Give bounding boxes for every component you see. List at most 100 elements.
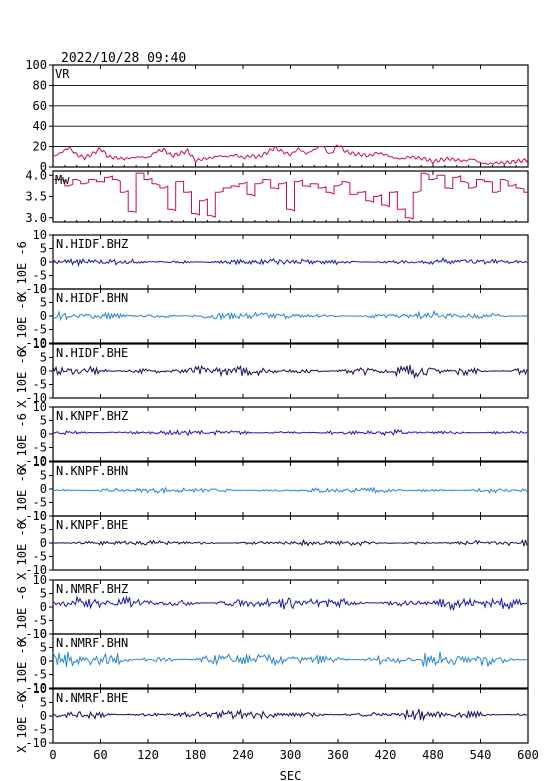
trace-y-axis-label: X 10E -6 [15, 522, 29, 580]
trace-waveform [52, 309, 528, 322]
trace-y-tick-label: -10 [25, 282, 47, 296]
trace-label: N.KNPF.BHE [56, 518, 128, 532]
mw-panel [52, 170, 529, 223]
x-axis-label: SEC [280, 769, 302, 781]
trace-y-axis-label: X 10E -6 [15, 586, 29, 644]
vr-panel-label: VR [55, 67, 70, 81]
trace-y-tick-label: 5 [40, 696, 47, 710]
trace-waveform [52, 364, 528, 380]
mw-y-tick-label: 3.5 [25, 190, 47, 204]
trace-y-axis-label: X 10E -6 [15, 295, 29, 353]
trace-y-tick-label: 0 [40, 309, 47, 323]
vr-y-tick-label: 40 [33, 119, 47, 133]
trace-label: N.NMRF.BHZ [56, 582, 128, 596]
trace-y-axis-label: X 10E -6 [15, 695, 29, 753]
trace-y-tick-label: 0 [40, 536, 47, 550]
trace-y-tick-label: 0 [40, 600, 47, 614]
trace-waveform [52, 708, 528, 722]
trace-y-tick-label: 0 [40, 482, 47, 496]
trace-y-tick-label: 10 [33, 282, 47, 296]
mw-panel-label: Mw [55, 173, 70, 187]
trace-y-tick-label: 5 [40, 523, 47, 537]
vr-y-tick-label: 0 [40, 160, 47, 174]
x-tick-label: 480 [422, 748, 444, 762]
trace-y-tick-label: 10 [33, 682, 47, 696]
trace-label: N.KNPF.BHZ [56, 409, 128, 423]
trace-y-tick-label: 10 [33, 627, 47, 641]
mw-series-line [53, 172, 528, 220]
trace-y-tick-label: -5 [33, 378, 47, 392]
trace-y-tick-label: 10 [33, 509, 47, 523]
trace-y-tick-label: -10 [25, 391, 47, 405]
trace-y-tick-label: 10 [33, 455, 47, 469]
vr-y-tick-label: 80 [33, 78, 47, 92]
trace-label: N.NMRF.BHN [56, 636, 128, 650]
trace-y-tick-label: -5 [33, 614, 47, 628]
trace-y-tick-label: -5 [33, 323, 47, 337]
trace-y-tick-label: 0 [40, 709, 47, 723]
trace-y-tick-label: 0 [40, 364, 47, 378]
trace-y-tick-label: 5 [40, 641, 47, 655]
vr-y-tick-label: 100 [25, 58, 47, 72]
trace-y-tick-label: -10 [25, 736, 47, 750]
x-tick-label: 420 [375, 748, 397, 762]
trace-label: N.HIDF.BHN [56, 291, 128, 305]
x-tick-label: 240 [232, 748, 254, 762]
vr-y-tick-label: 60 [33, 99, 47, 113]
trace-y-tick-label: -5 [33, 723, 47, 737]
trace-waveform [52, 486, 528, 495]
x-tick-label: 540 [470, 748, 492, 762]
trace-waveform [52, 538, 528, 547]
x-tick-label: 0 [49, 748, 56, 762]
x-tick-label: 180 [185, 748, 207, 762]
x-tick-label: 300 [280, 748, 302, 762]
x-tick-label: 360 [327, 748, 349, 762]
mw-y-tick-label: 3.0 [25, 211, 47, 225]
trace-y-tick-label: -10 [25, 627, 47, 641]
trace-y-tick-label: -5 [33, 496, 47, 510]
mw-y-tick-label: 4.0 [25, 168, 47, 182]
trace-y-axis-label: X 10E -6 [15, 640, 29, 698]
trace-y-tick-label: 10 [33, 573, 47, 587]
trace-y-tick-label: -5 [33, 550, 47, 564]
trace-waveform [52, 428, 528, 437]
trace-y-tick-label: 5 [40, 414, 47, 428]
trace-label: N.HIDF.BHE [56, 346, 128, 360]
x-tick-label: 600 [517, 748, 539, 762]
trace-y-axis-label: X 10E -6 [15, 241, 29, 299]
trace-y-tick-label: -10 [25, 454, 47, 468]
trace-label: N.HIDF.BHZ [56, 237, 128, 251]
trace-y-tick-label: 0 [40, 255, 47, 269]
trace-y-axis-label: X 10E -6 [15, 468, 29, 526]
trace-waveform [52, 257, 528, 268]
trace-y-axis-label: X 10E -6 [15, 350, 29, 408]
trace-y-tick-label: -10 [25, 563, 47, 577]
vr-series-line [52, 144, 529, 166]
trace-y-tick-label: 5 [40, 469, 47, 483]
trace-y-tick-label: 0 [40, 427, 47, 441]
trace-y-tick-label: 5 [40, 351, 47, 365]
timestamp: 2022/10/28 09:40 [61, 51, 186, 66]
trace-y-tick-label: -5 [33, 269, 47, 283]
trace-y-tick-label: -5 [33, 441, 47, 455]
trace-y-axis-label: X 10E -6 [15, 413, 29, 471]
trace-y-tick-label: 10 [33, 400, 47, 414]
x-axis: 0 60 120 180 240 300 360 420 480 540 600 SEC [49, 748, 538, 781]
trace-label: N.NMRF.BHE [56, 691, 128, 705]
x-tick-label: 60 [93, 748, 107, 762]
trace-y-tick-label: -10 [25, 681, 47, 695]
x-tick-label: 120 [137, 748, 159, 762]
vr-y-tick-label: 20 [33, 140, 47, 154]
vr-panel [52, 64, 529, 168]
trace-y-tick-label: 10 [33, 228, 47, 242]
trace-y-tick-label: 10 [33, 337, 47, 351]
trace-y-tick-label: -10 [25, 509, 47, 523]
trace-y-tick-label: -10 [25, 336, 47, 350]
trace-y-tick-label: 5 [40, 242, 47, 256]
trace-y-tick-label: 5 [40, 296, 47, 310]
trace-y-tick-label: -5 [33, 668, 47, 682]
trace-y-tick-label: 5 [40, 587, 47, 601]
trace-waveform [52, 595, 528, 611]
